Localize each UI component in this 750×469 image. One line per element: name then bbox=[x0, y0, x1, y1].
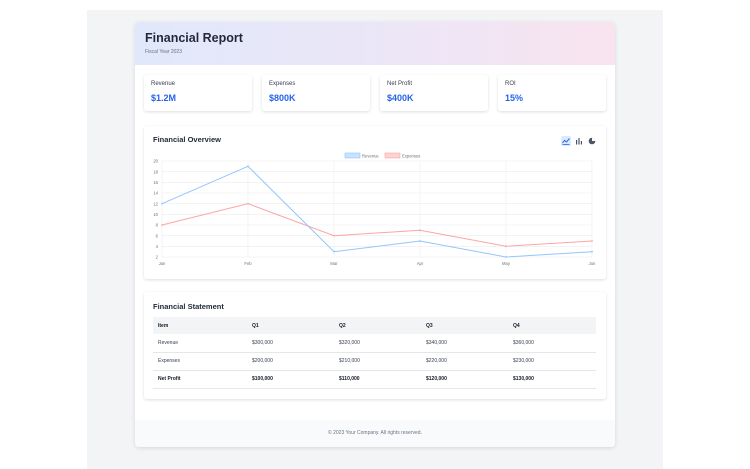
table-header-row: Item Q1 Q2 Q3 Q4 bbox=[153, 317, 596, 334]
y-tick-label: 8 bbox=[156, 223, 159, 228]
bar-chart-icon bbox=[576, 138, 582, 145]
y-tick-label: 10 bbox=[153, 212, 158, 217]
bar-chart-button[interactable] bbox=[574, 136, 584, 146]
chart-type-toolbar bbox=[561, 136, 597, 146]
table-cell: $110,000 bbox=[334, 370, 421, 389]
overview-title: Financial Overview bbox=[153, 135, 221, 144]
statement-title: Financial Statement bbox=[153, 302, 224, 311]
financial-statement-panel: Financial Statement Item Q1 Q2 Q3 Q4 Rev… bbox=[144, 292, 606, 399]
kpi-card-expenses: Expenses $800K bbox=[262, 75, 370, 111]
y-tick-label: 18 bbox=[153, 169, 158, 174]
data-point-revenue bbox=[247, 165, 249, 168]
data-point-revenue bbox=[505, 256, 507, 258]
line-chart-button[interactable] bbox=[561, 136, 571, 146]
kpi-card-revenue: Revenue $1.2M bbox=[144, 75, 252, 111]
kpi-row: Revenue $1.2M Expenses $800K Net Profit … bbox=[144, 75, 606, 111]
y-tick-label: 20 bbox=[153, 159, 158, 164]
table-cell: Net Profit bbox=[153, 370, 247, 389]
data-point-expenses bbox=[591, 240, 593, 242]
column-header: Q4 bbox=[508, 317, 596, 334]
column-header: Q1 bbox=[247, 317, 334, 334]
table-cell: $200,000 bbox=[247, 352, 334, 371]
report-header: Financial Report Fiscal Year 2023 bbox=[135, 22, 615, 65]
report-card: Financial Report Fiscal Year 2023 Revenu… bbox=[135, 22, 615, 447]
table-cell: $320,000 bbox=[334, 334, 421, 353]
x-tick-label: May bbox=[502, 261, 511, 266]
x-tick-label: Feb bbox=[244, 261, 252, 266]
y-tick-label: 16 bbox=[153, 180, 158, 185]
table-cell: $210,000 bbox=[334, 352, 421, 371]
kpi-value: $400K bbox=[387, 93, 414, 103]
kpi-label: Expenses bbox=[269, 81, 296, 87]
y-tick-label: 14 bbox=[153, 191, 158, 196]
financial-line-chart: 2 4 6 8 10 12 14 16 18 20 Jan Feb Mar Apr May Jun Revenu… bbox=[153, 152, 596, 266]
table-row: Revenue $300,000 $320,000 $340,000 $360,… bbox=[153, 334, 596, 353]
page-title: Financial Report bbox=[145, 31, 243, 45]
x-tick-label: Jun bbox=[589, 261, 596, 266]
data-point-expenses bbox=[505, 245, 507, 248]
data-point-revenue bbox=[161, 202, 163, 205]
table-cell: $100,000 bbox=[247, 370, 334, 389]
legend-swatch bbox=[384, 152, 401, 159]
data-point-revenue bbox=[333, 250, 335, 253]
legend-swatch bbox=[344, 152, 361, 159]
statement-table: Item Q1 Q2 Q3 Q4 Revenue $300,000 $320,0… bbox=[153, 317, 596, 389]
page-subtitle: Fiscal Year 2023 bbox=[145, 49, 182, 55]
column-header: Item bbox=[153, 317, 247, 334]
x-tick-label: Apr bbox=[417, 261, 424, 266]
financial-overview-panel: Financial Overview bbox=[144, 126, 606, 279]
legend-label: Expenses bbox=[402, 153, 420, 158]
data-point-revenue bbox=[591, 250, 593, 253]
page-footer: © 2023 Your Company. All rights reserved… bbox=[135, 420, 615, 447]
x-tick-label: Jan bbox=[159, 261, 166, 266]
kpi-card-roi: ROI 15% bbox=[498, 75, 606, 111]
y-tick-label: 12 bbox=[153, 201, 158, 206]
table-row: Net Profit $100,000 $110,000 $120,000 $1… bbox=[153, 370, 596, 389]
table-cell: $360,000 bbox=[508, 334, 596, 353]
legend-label: Revenue bbox=[362, 153, 379, 158]
data-point-expenses bbox=[333, 234, 335, 237]
pie-chart-icon bbox=[588, 137, 596, 145]
kpi-label: Revenue bbox=[151, 81, 176, 87]
column-header: Q3 bbox=[421, 317, 508, 334]
table-cell: Expenses bbox=[153, 352, 247, 371]
data-point-revenue bbox=[419, 240, 421, 242]
table-cell: $300,000 bbox=[247, 334, 334, 353]
kpi-value: $800K bbox=[269, 93, 296, 103]
table-row: Expenses $200,000 $210,000 $220,000 $230… bbox=[153, 352, 596, 371]
data-point-expenses bbox=[161, 224, 163, 226]
series-line-expenses bbox=[161, 203, 593, 247]
data-point-expenses bbox=[419, 229, 421, 232]
kpi-value: $1.2M bbox=[151, 93, 177, 103]
y-tick-label: 2 bbox=[156, 255, 159, 260]
table-cell: $220,000 bbox=[421, 352, 508, 371]
kpi-label: Net Profit bbox=[387, 81, 413, 87]
series-line-revenue bbox=[161, 165, 593, 258]
kpi-label: ROI bbox=[505, 81, 516, 87]
table-cell: $130,000 bbox=[508, 370, 596, 389]
y-tick-label: 4 bbox=[156, 244, 159, 249]
kpi-card-net-profit: Net Profit $400K bbox=[380, 75, 488, 111]
x-tick-label: Mar bbox=[330, 261, 338, 266]
column-header: Q2 bbox=[334, 317, 421, 334]
table-cell: $230,000 bbox=[508, 352, 596, 371]
table-cell: Revenue bbox=[153, 334, 247, 353]
y-tick-label: 6 bbox=[156, 233, 159, 238]
kpi-value: 15% bbox=[505, 93, 524, 103]
table-cell: $120,000 bbox=[421, 370, 508, 389]
pie-chart-button[interactable] bbox=[587, 136, 597, 146]
data-point-expenses bbox=[247, 202, 249, 205]
table-cell: $340,000 bbox=[421, 334, 508, 353]
line-chart-icon bbox=[562, 138, 570, 145]
